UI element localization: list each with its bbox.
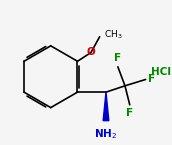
Text: NH$_2$: NH$_2$: [94, 127, 117, 141]
Text: HCl: HCl: [151, 67, 171, 77]
Text: F: F: [126, 108, 133, 118]
Polygon shape: [103, 92, 109, 121]
Text: F: F: [148, 74, 155, 84]
Text: F: F: [114, 53, 121, 63]
Text: O: O: [87, 47, 95, 57]
Text: CH$_3$: CH$_3$: [104, 29, 122, 41]
